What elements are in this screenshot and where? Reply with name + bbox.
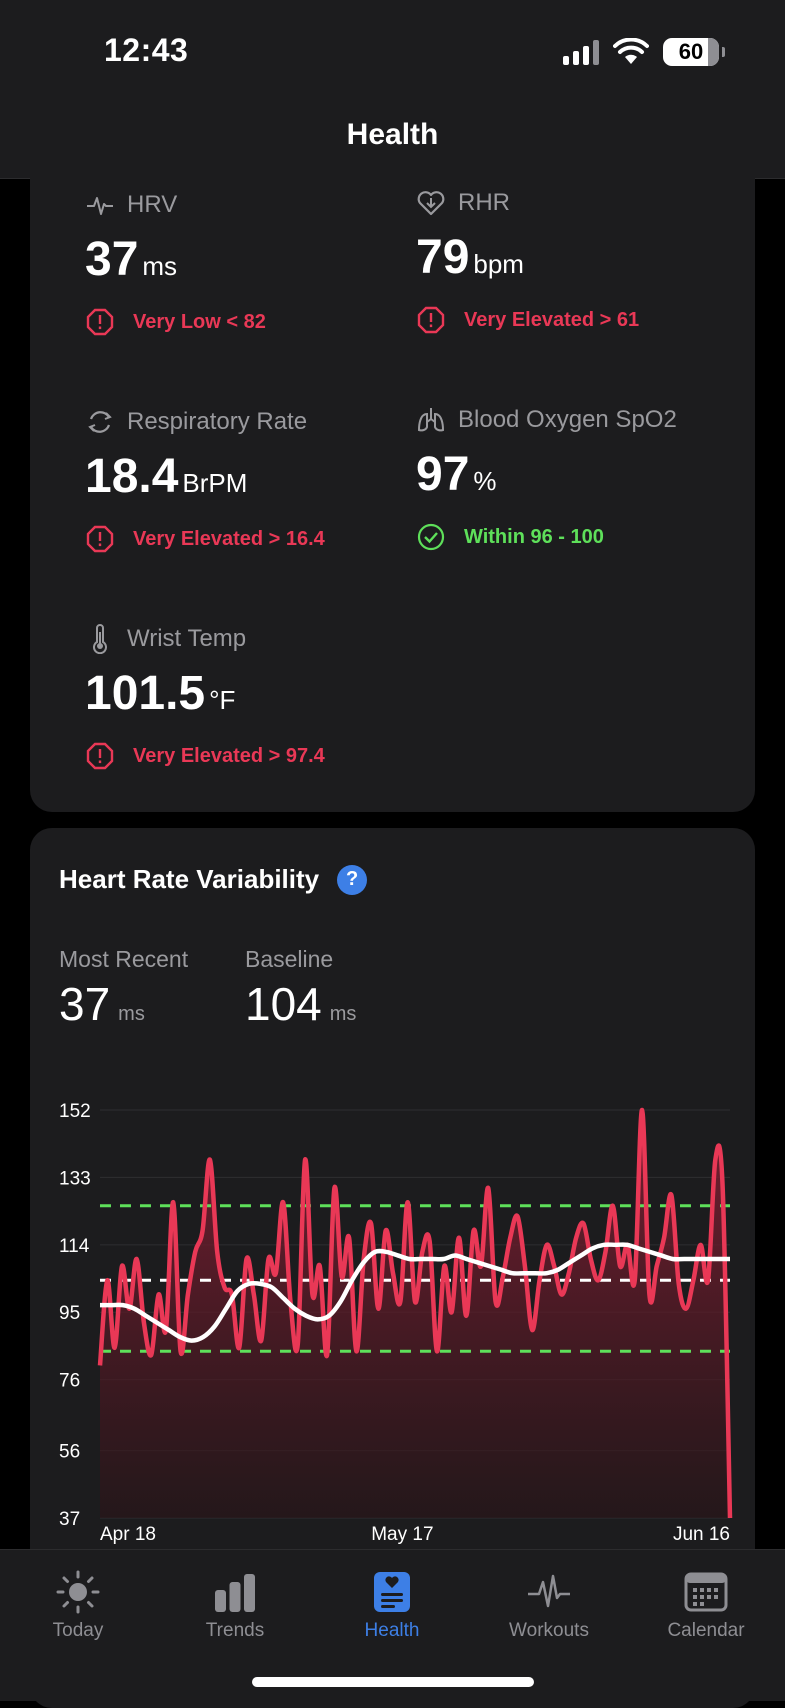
page-title: Health [346, 118, 439, 151]
battery-icon: 60 [663, 38, 725, 66]
wifi-icon [613, 38, 649, 64]
metric-respiratory-rate[interactable]: Respiratory Rate 18.4 BrPM Very Elevated… [85, 405, 325, 554]
tab-label: Workouts [509, 1620, 589, 1641]
most-recent-unit: ms [118, 1003, 145, 1025]
metric-wrist-temp[interactable]: Wrist Temp 101.5 °F Very Elevated > 97.4 [85, 622, 325, 771]
x-tick-label: Jun 16 [673, 1524, 730, 1545]
most-recent-stat: Most Recent 37 ms [59, 946, 188, 1031]
metric-unit: BrPM [182, 468, 248, 498]
heart-icon [417, 191, 445, 216]
metric-label: Respiratory Rate [127, 408, 308, 435]
tab-label: Today [52, 1620, 104, 1641]
most-recent-label: Most Recent [59, 946, 189, 972]
metrics-card: HRV 37 ms Very Low < 82 RHR 79 bpm Very … [30, 150, 755, 812]
y-tick-label: 114 [59, 1236, 90, 1257]
calendar-icon [684, 1572, 728, 1612]
most-recent-value: 37 [59, 978, 111, 1030]
tab-trends[interactable]: Trends [175, 1564, 295, 1642]
baseline-value: 104 [245, 978, 322, 1030]
hrv-card-title: Heart Rate Variability [59, 864, 320, 894]
baseline-label: Baseline [245, 946, 334, 972]
baseline-trend-line [99, 1242, 730, 1343]
metric-value: 18.4 [85, 450, 179, 503]
metric-label: Wrist Temp [127, 625, 247, 652]
metric-value: 97 [416, 448, 470, 501]
metric-value: 37 [85, 233, 139, 286]
home-indicator[interactable] [252, 1677, 534, 1687]
top-bar: 12:43 60 Health [0, 0, 785, 179]
tab-label: Health [364, 1620, 420, 1641]
metric-unit: bpm [473, 249, 524, 279]
hrv-line [97, 1107, 733, 1519]
battery-level: 60 [678, 39, 704, 64]
metric-rhr[interactable]: RHR 79 bpm Very Elevated > 61 [416, 186, 639, 335]
tab-bar: Today Trends Health Workouts Calendar [0, 1549, 785, 1701]
metric-label: Blood Oxygen SpO2 [458, 406, 677, 433]
metric-status: Very Elevated > 97.4 [133, 744, 325, 767]
y-tick-label: 133 [59, 1168, 91, 1189]
x-tick-label: May 17 [371, 1524, 433, 1545]
tab-health[interactable]: Health [332, 1564, 452, 1642]
y-tick-label: 152 [59, 1101, 91, 1122]
metric-unit: °F [209, 685, 236, 715]
check-circle-icon [417, 523, 445, 551]
tab-label: Trends [205, 1620, 265, 1641]
bar-chart-icon [215, 1574, 255, 1612]
heartbeat-icon [87, 197, 113, 215]
metric-hrv[interactable]: HRV 37 ms Very Low < 82 [85, 188, 266, 337]
y-tick-label: 56 [59, 1442, 80, 1463]
metric-value: 101.5 [85, 667, 206, 720]
metric-status: Within 96 - 100 [464, 525, 604, 548]
alert-icon [86, 525, 114, 553]
alert-icon [86, 308, 114, 336]
thermometer-icon [93, 624, 107, 654]
tab-label: Calendar [667, 1620, 745, 1641]
refresh-icon [88, 411, 112, 433]
signal-icon [563, 39, 599, 65]
x-tick-label: Apr 18 [100, 1524, 156, 1545]
metric-status: Very Elevated > 16.4 [133, 527, 325, 550]
y-tick-label: 37 [59, 1509, 80, 1530]
tab-today[interactable]: Today [18, 1564, 138, 1642]
metric-blood-oxygen[interactable]: Blood Oxygen SpO2 97 % Within 96 - 100 [416, 403, 677, 552]
alert-icon [417, 306, 445, 334]
y-tick-label: 76 [59, 1371, 80, 1392]
metric-status: Very Elevated > 61 [464, 308, 640, 331]
help-button[interactable]: ? [337, 864, 368, 895]
metric-unit: ms [142, 251, 178, 281]
baseline-unit: ms [329, 1003, 357, 1025]
tab-workouts[interactable]: Workouts [489, 1564, 609, 1642]
metric-label: HRV [127, 191, 178, 218]
baseline-stat: Baseline 104 ms [245, 946, 356, 1031]
status-time: 12:43 [104, 32, 189, 68]
health-icon [374, 1572, 410, 1612]
system-indicators: 60 [563, 36, 725, 68]
metric-unit: % [473, 466, 497, 496]
pulse-icon [528, 1574, 570, 1608]
y-tick-label: 95 [59, 1303, 80, 1324]
sun-icon [56, 1570, 100, 1614]
tab-calendar[interactable]: Calendar [646, 1564, 766, 1642]
metric-label: RHR [458, 189, 510, 216]
hrv-area [100, 1109, 730, 1518]
hrv-chart[interactable]: 37 56 76 95 114 133 152 Apr 18 May 17 Jun 16 [30, 828, 755, 1548]
metric-value: 79 [416, 231, 470, 284]
help-icon: ? [346, 868, 359, 890]
lungs-icon [417, 408, 445, 432]
metric-status: Very Low < 82 [133, 310, 266, 333]
alert-icon [86, 742, 114, 770]
